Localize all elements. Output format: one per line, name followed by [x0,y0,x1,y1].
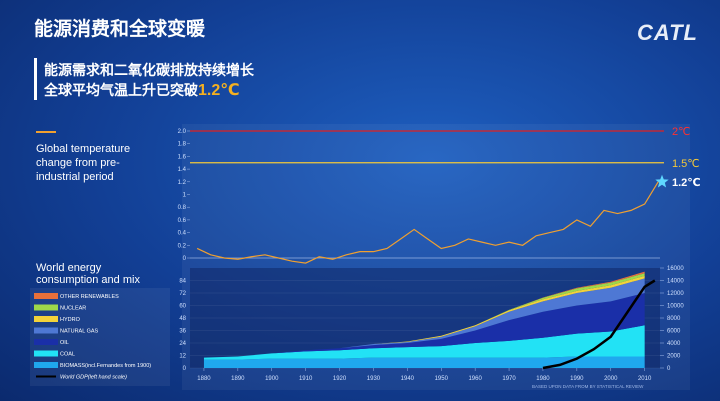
x-tick-label: 1940 [401,376,415,382]
y-tick-label: 36 [179,329,186,335]
x-tick-label: 1900 [265,376,279,382]
legend-line [36,131,56,133]
legend-label: COAL [60,352,75,358]
y-tick-label: 1 [183,193,187,199]
y2-tick-label: 8000 [667,316,681,322]
accent-bar [34,58,37,100]
y-tick-label: 2.0 [178,129,187,135]
y-tick-label: 12 [179,354,186,360]
x-tick-label: 1960 [468,376,482,382]
y-tick-label: 1.6 [178,154,187,160]
legend-swatch [34,339,58,345]
legend-label: NATURAL GAS [60,329,99,335]
x-tick-label: 1970 [502,376,516,382]
y-tick-label: 0 [183,256,187,262]
legend-label: OTHER RENEWABLES [60,294,119,300]
legend-swatch [34,327,58,334]
logo: CATL [636,20,698,45]
y-tick-label: 84 [179,279,186,285]
energy-area [203,293,645,358]
x-tick-label: 1930 [367,376,381,382]
y2-tick-label: 4000 [667,341,681,347]
y-tick-label: 1.8 [178,142,187,148]
y-tick-label: 0 [183,366,187,372]
y2-tick-label: 16000 [667,266,684,272]
legend-swatch [34,362,58,368]
slide-title: 能源消费和全球变暖 [34,19,206,40]
y2-tick-label: 2000 [667,354,681,360]
y-tick-label: 60 [179,304,186,310]
y-tick-label: 0.2 [178,243,187,249]
legend-label: BIOMASS(incl.Fernandes from 1900) [60,363,151,369]
y-tick-label: 1.2 [178,180,187,186]
legend-box [30,288,170,386]
energy-area [203,356,645,368]
x-tick-label: 1990 [570,376,584,382]
reference-label: 1.2℃ [672,177,701,189]
reference-label: 2℃ [672,126,690,138]
legend-label: HYDRO [60,317,81,323]
subtitle-text: 全球平均气温上升已突破 [44,82,198,98]
y-tick-label: 0.4 [178,231,187,237]
y-tick-label: 0.8 [178,205,187,211]
legend-swatch [34,350,58,357]
subtitle-highlight: 1.2℃ [198,82,240,99]
chart-title: Global temperature change from pre-indus… [36,143,131,183]
y2-tick-label: 10000 [667,304,684,310]
source-note: BASED UPON DATA FROM BY STATISTICAL REVI… [532,384,644,389]
legend-label: NUCLEAR [60,306,86,312]
y-tick-label: 1.4 [178,167,187,173]
x-tick-label: 1890 [231,376,245,382]
reference-label: 1.5℃ [672,158,700,170]
y2-tick-label: 0 [667,366,671,372]
x-tick-label: 2000 [604,376,618,382]
y-tick-label: 24 [179,341,186,347]
legend-label: OIL [60,340,69,346]
y-tick-label: 72 [179,291,186,297]
x-tick-label: 1880 [197,376,211,382]
y2-tick-label: 6000 [667,329,681,335]
energy-area [203,325,645,360]
x-tick-label: 1910 [299,376,313,382]
legend-swatch [34,304,58,311]
x-tick-label: 1920 [333,376,347,382]
x-tick-label: 1980 [536,376,550,382]
y-tick-label: 0.6 [178,218,187,224]
subtitle-line: 全球平均气温上升已突破1.2℃ [44,80,240,100]
y2-tick-label: 12000 [667,291,684,297]
y-tick-label: 48 [179,316,186,322]
x-tick-label: 1950 [435,376,449,382]
chart-title: World energy consumption and mix [36,262,140,286]
x-tick-label: 2010 [638,376,652,382]
y2-tick-label: 14000 [667,279,684,285]
legend-label: World GDP(left hand scale) [60,375,127,381]
legend-swatch [34,316,58,322]
gdp-line [542,279,656,370]
star-marker [655,174,669,188]
temperature-line [196,181,659,264]
legend-swatch [34,293,58,299]
subtitle-line: 能源需求和二氧化碳排放持续增长 [44,62,254,78]
